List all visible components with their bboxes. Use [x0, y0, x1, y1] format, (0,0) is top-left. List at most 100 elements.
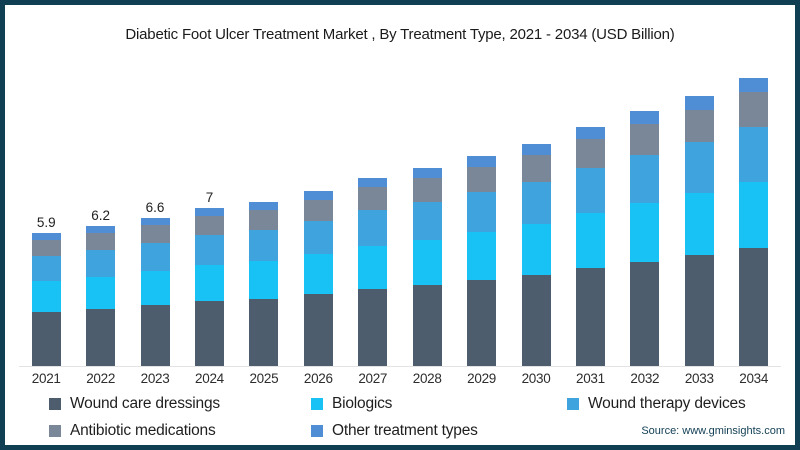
segment-biologics [86, 277, 116, 309]
segment-wound-care-dressings [86, 309, 116, 366]
x-axis-label: 2025 [249, 371, 279, 386]
segment-wound-therapy-devices [630, 155, 660, 203]
bar-column-2034 [726, 56, 780, 366]
bar-column-2025 [237, 56, 291, 366]
segment-wound-care-dressings [575, 268, 605, 366]
segment-wound-care-dressings [739, 248, 769, 366]
segment-antibiotic-medications [521, 155, 551, 182]
segment-biologics [467, 232, 497, 280]
segment-other-treatment-types [412, 168, 442, 178]
segment-other-treatment-types [249, 202, 279, 210]
bar-column-2024: 7 [182, 56, 236, 366]
segment-wound-therapy-devices [249, 230, 279, 261]
bar-column-2027 [346, 56, 400, 366]
x-axis-label: 2029 [467, 371, 496, 386]
segment-other-treatment-types [194, 208, 224, 216]
segment-wound-care-dressings [630, 262, 660, 366]
bar-column-2026 [291, 56, 345, 366]
segment-wound-therapy-devices [303, 221, 333, 254]
segment-antibiotic-medications [86, 233, 116, 250]
segment-antibiotic-medications [467, 167, 497, 192]
legend-swatch [49, 425, 61, 437]
x-axis-label: 2028 [412, 371, 442, 386]
segment-biologics [31, 281, 61, 312]
segment-biologics [303, 254, 333, 294]
segment-antibiotic-medications [140, 225, 170, 243]
segment-biologics [194, 265, 224, 301]
segment-wound-care-dressings [358, 289, 388, 366]
segment-wound-therapy-devices [358, 210, 388, 246]
x-axis-label: 2027 [358, 371, 388, 386]
x-axis-label: 2032 [630, 371, 660, 386]
segment-other-treatment-types [358, 178, 388, 187]
x-axis-label: 2031 [576, 371, 605, 386]
bar-total-label: 6.6 [145, 200, 165, 215]
segment-antibiotic-medications [630, 124, 660, 155]
segment-wound-care-dressings [31, 312, 61, 366]
x-axis-label: 2026 [303, 371, 333, 386]
segment-biologics [630, 203, 660, 262]
segment-wound-therapy-devices [86, 250, 116, 277]
x-axis-labels: 2021 2022 2023 2024 2025 2026 2027 2028 2029 2030… [19, 371, 781, 386]
x-axis-label: 2021 [31, 371, 61, 386]
legend-label: Wound therapy devices [588, 395, 746, 412]
segment-other-treatment-types [467, 156, 497, 167]
segment-wound-care-dressings [140, 305, 170, 366]
bar-column-2028 [400, 56, 454, 366]
segment-antibiotic-medications [739, 92, 769, 127]
legend-swatch [311, 398, 323, 410]
segment-wound-therapy-devices [140, 243, 170, 271]
legend-swatch [49, 398, 61, 410]
segment-antibiotic-medications [412, 178, 442, 202]
legend-item: Wound therapy devices [567, 395, 785, 413]
bar-total-label: 5.9 [36, 215, 56, 230]
segment-antibiotic-medications [358, 187, 388, 210]
segment-antibiotic-medications [31, 240, 61, 256]
segment-biologics [140, 271, 170, 305]
segment-other-treatment-types [521, 144, 551, 155]
source-text: Source: www.gminsights.com [641, 425, 785, 437]
legend-swatch [567, 398, 579, 410]
segment-wound-care-dressings [303, 294, 333, 366]
legend-label: Biologics [332, 395, 393, 412]
segment-wound-therapy-devices [467, 192, 497, 232]
segment-other-treatment-types [31, 233, 61, 240]
bar-total-label: 7 [205, 190, 214, 205]
legend-item: Biologics [311, 395, 567, 413]
segment-wound-care-dressings [467, 280, 497, 366]
bar-column-2022: 6.2 [73, 56, 127, 366]
bar-column-2023: 6.6 [128, 56, 182, 366]
legend-label: Other treatment types [332, 422, 478, 439]
legend-item: Wound care dressings [49, 395, 311, 413]
segment-biologics [575, 213, 605, 268]
segment-biologics [739, 182, 769, 248]
bar-column-2021: 5.9 [19, 56, 73, 366]
segment-wound-therapy-devices [521, 182, 551, 224]
segment-wound-therapy-devices [575, 168, 605, 213]
segment-antibiotic-medications [575, 139, 605, 168]
x-axis-label: 2024 [195, 371, 224, 386]
segment-antibiotic-medications [684, 110, 714, 142]
chart-title: Diabetic Foot Ulcer Treatment Market , B… [125, 26, 675, 43]
segment-other-treatment-types [86, 226, 116, 233]
segment-other-treatment-types [630, 111, 660, 124]
legend-item: Other treatment types [311, 422, 567, 440]
bar-column-2029 [454, 56, 508, 366]
segment-wound-therapy-devices [412, 202, 442, 240]
segment-other-treatment-types [684, 96, 714, 110]
segment-wound-therapy-devices [194, 235, 224, 265]
segment-other-treatment-types [140, 218, 170, 225]
x-axis-label: 2023 [140, 371, 170, 386]
bar-column-2031 [563, 56, 617, 366]
segment-antibiotic-medications [194, 216, 224, 235]
legend: Source: www.gminsights.com Wound care dr… [49, 395, 785, 440]
segment-wound-therapy-devices [684, 142, 714, 193]
segment-biologics [521, 224, 551, 275]
segment-wound-therapy-devices [31, 256, 61, 281]
legend-label: Antibiotic medications [70, 422, 216, 439]
segment-wound-care-dressings [412, 285, 442, 366]
segment-wound-therapy-devices [739, 127, 769, 182]
segment-wound-care-dressings [249, 299, 279, 366]
segment-wound-care-dressings [194, 301, 224, 366]
